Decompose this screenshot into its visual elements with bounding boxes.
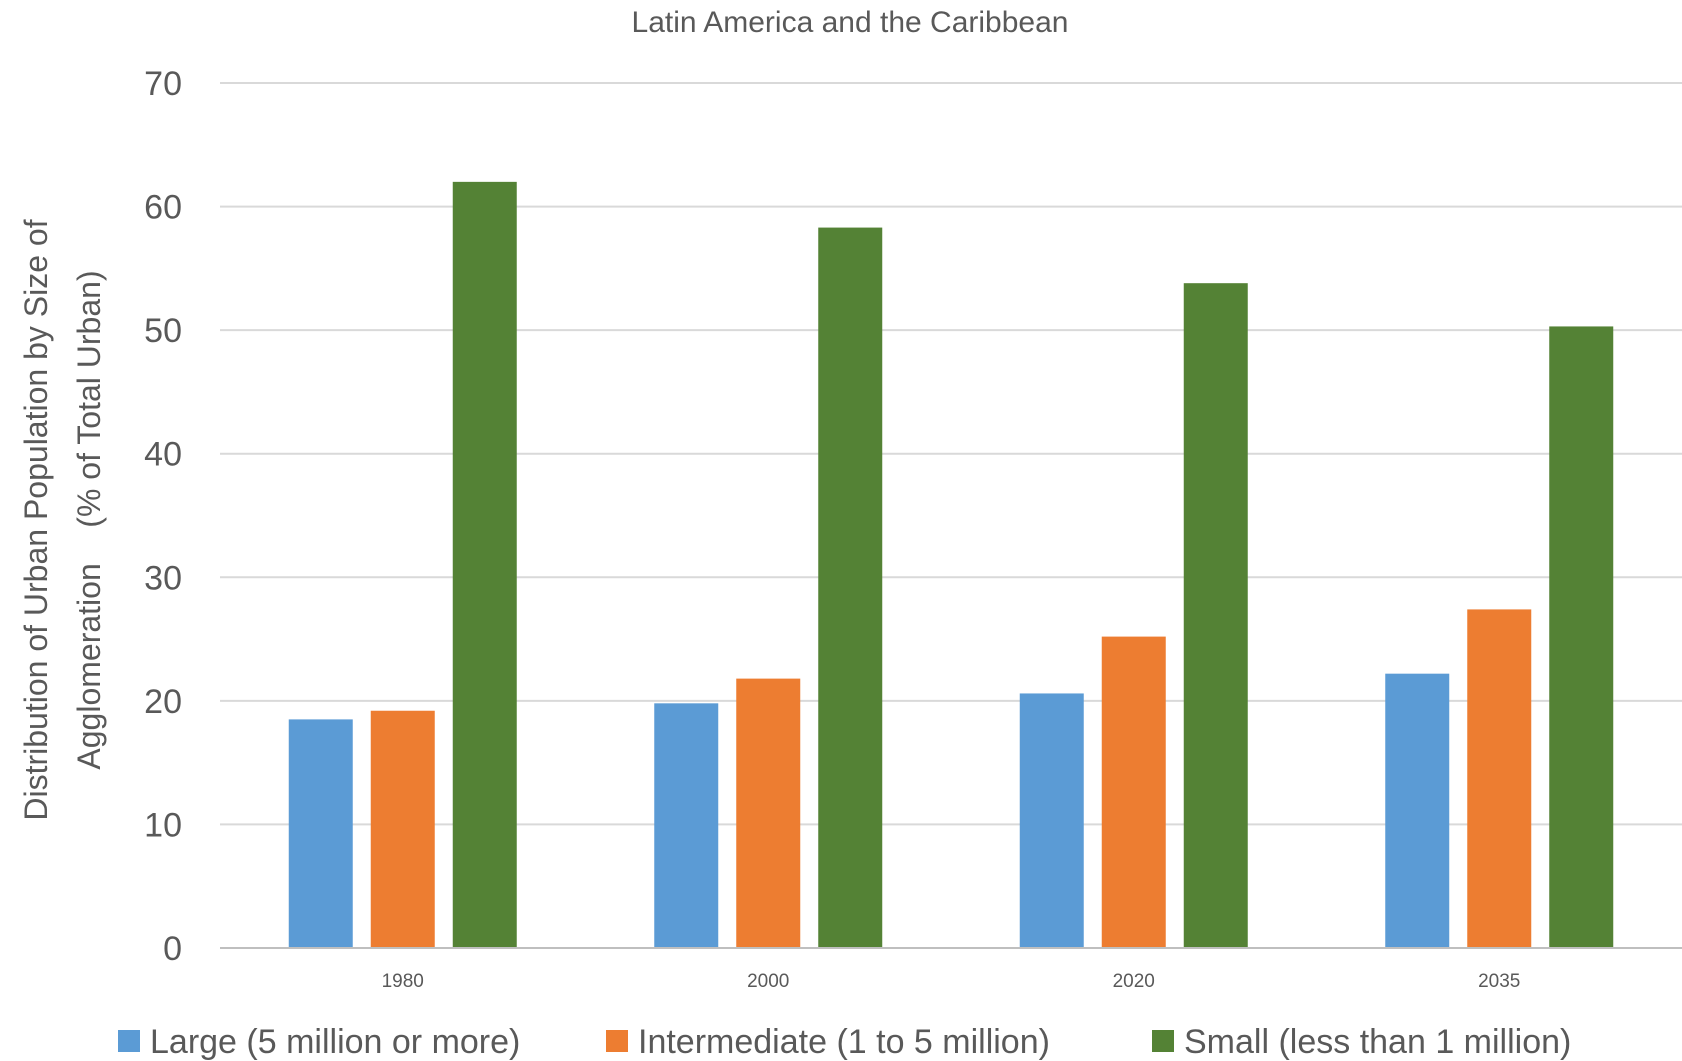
legend-label: Intermediate (1 to 5 million) bbox=[638, 1023, 1050, 1061]
legend-swatch bbox=[606, 1030, 628, 1052]
x-tick-labels: 1980 2000 2020 2035 bbox=[382, 971, 1521, 992]
bar-1980-1 bbox=[370, 710, 435, 948]
y-tick-label: 40 bbox=[144, 436, 182, 474]
y-tick-label: 30 bbox=[144, 559, 182, 597]
bar-1980-0 bbox=[288, 719, 353, 948]
bar-2035-1 bbox=[1467, 609, 1532, 948]
bar-2035-2 bbox=[1549, 326, 1614, 949]
x-tick-label: 1980 bbox=[382, 971, 424, 992]
legend-swatch bbox=[118, 1030, 140, 1052]
x-tick-label: 2000 bbox=[747, 971, 789, 992]
y-tick-label: 60 bbox=[144, 189, 182, 227]
bar-1980-2 bbox=[452, 181, 517, 948]
bar-2035-0 bbox=[1385, 673, 1450, 948]
legend-swatch bbox=[1152, 1030, 1174, 1052]
y-tick-label: 50 bbox=[144, 312, 182, 350]
gridlines bbox=[220, 82, 1682, 826]
y-tick-label: 20 bbox=[144, 683, 182, 721]
y-axis-label-line-2: Agglomeration (% of Total Urban) bbox=[71, 270, 107, 769]
x-tick-label: 2035 bbox=[1478, 971, 1520, 992]
bar-2020-2 bbox=[1183, 283, 1248, 949]
bar-2000-0 bbox=[654, 703, 719, 948]
bar-2000-1 bbox=[736, 678, 801, 948]
legend: Large (5 million or more) Intermediate (1… bbox=[118, 1023, 1571, 1061]
y-tick-label: 70 bbox=[144, 65, 182, 103]
y-axis-label-line-1: Distribution of Urban Population by Size… bbox=[18, 219, 54, 820]
bar-2020-0 bbox=[1019, 693, 1084, 948]
bars bbox=[288, 181, 1614, 949]
y-tick-labels: 0 10 20 30 40 50 60 70 bbox=[144, 65, 182, 968]
y-tick-label: 0 bbox=[163, 930, 182, 968]
y-tick-label: 10 bbox=[144, 806, 182, 844]
legend-label: Large (5 million or more) bbox=[150, 1023, 520, 1061]
chart-title: Latin America and the Caribbean bbox=[632, 6, 1069, 39]
bar-2000-2 bbox=[818, 227, 883, 949]
bar-2020-1 bbox=[1101, 636, 1166, 948]
x-tick-label: 2020 bbox=[1113, 971, 1155, 992]
legend-label: Small (less than 1 million) bbox=[1184, 1023, 1571, 1061]
y-axis-label: Distribution of Urban Population by Size… bbox=[18, 219, 107, 820]
